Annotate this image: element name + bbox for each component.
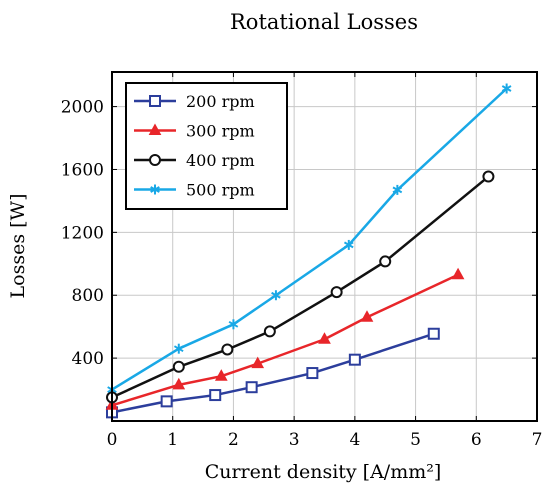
circle-marker (149, 154, 161, 166)
square-marker (149, 95, 161, 107)
star-marker-stroke (392, 186, 403, 194)
circle-marker (330, 286, 343, 299)
circle-marker (482, 170, 495, 183)
series-line (111, 273, 459, 407)
x-tick-label: 1 (167, 430, 178, 450)
square-marker (245, 381, 258, 394)
triangle-marker (148, 123, 162, 135)
x-tick-label: 7 (532, 430, 543, 450)
star-marker-stroke (173, 345, 184, 353)
square-marker (306, 367, 319, 380)
x-tick-label: 2 (228, 430, 239, 450)
x-axis-label: Current density [A/mm²] (205, 461, 442, 483)
star-marker (173, 343, 184, 354)
legend-label: 200 rpm (186, 92, 255, 111)
square-marker (160, 395, 173, 408)
circle-marker (263, 325, 276, 338)
y-tick-label: 2000 (61, 98, 104, 118)
triangle-marker (172, 377, 186, 390)
triangle-marker (214, 369, 228, 381)
legend-entry: 400 rpm (134, 151, 255, 170)
x-tick-label: 0 (107, 430, 118, 450)
x-tick-label: 3 (289, 430, 300, 450)
chart-title: Rotational Losses (230, 10, 418, 34)
triangle-marker (318, 332, 331, 344)
series-300-rpm (105, 267, 465, 410)
legend-label: 300 rpm (186, 122, 255, 141)
star-marker-stroke (501, 85, 512, 92)
star-marker-stroke (271, 291, 281, 299)
y-tick-label: 1600 (61, 160, 104, 180)
legend-label: 400 rpm (186, 151, 255, 170)
star-marker (150, 184, 160, 195)
square-marker (427, 327, 440, 340)
triangle-marker (360, 310, 374, 322)
legend-entry: 200 rpm (134, 92, 255, 111)
star-marker-stroke (343, 241, 354, 249)
series-line (111, 332, 435, 414)
y-tick-label: 400 (72, 349, 104, 369)
star-marker (501, 83, 512, 94)
star-marker (392, 184, 403, 195)
plot-frame (111, 71, 538, 422)
circle-marker (379, 255, 392, 268)
legend: 200 rpm 300 rpm 400 rpm 500 rpm (125, 82, 288, 210)
x-tick-label: 6 (471, 430, 482, 450)
triangle-marker (451, 267, 465, 280)
x-tick-label: 5 (410, 430, 421, 450)
series-500-rpm (107, 83, 512, 395)
legend-entry: 300 rpm (134, 122, 255, 141)
series-layer (105, 83, 512, 419)
legend-entry: 500 rpm (134, 181, 255, 200)
circle-marker (221, 343, 234, 356)
square-marker (209, 389, 222, 402)
triangle-marker (251, 356, 265, 369)
y-tick-label: 1200 (61, 223, 104, 243)
square-marker (348, 353, 361, 366)
star-marker (271, 290, 281, 301)
star-marker (228, 319, 239, 330)
star-marker-stroke (228, 320, 239, 328)
x-tick-label: 4 (349, 430, 360, 450)
circle-marker (172, 360, 185, 373)
y-tick-label: 800 (72, 286, 104, 306)
star-marker-stroke (150, 186, 160, 193)
series-200-rpm (106, 327, 440, 419)
y-axis-label: Losses [W] (7, 194, 29, 299)
legend-label: 500 rpm (186, 181, 255, 200)
star-marker (343, 239, 354, 250)
